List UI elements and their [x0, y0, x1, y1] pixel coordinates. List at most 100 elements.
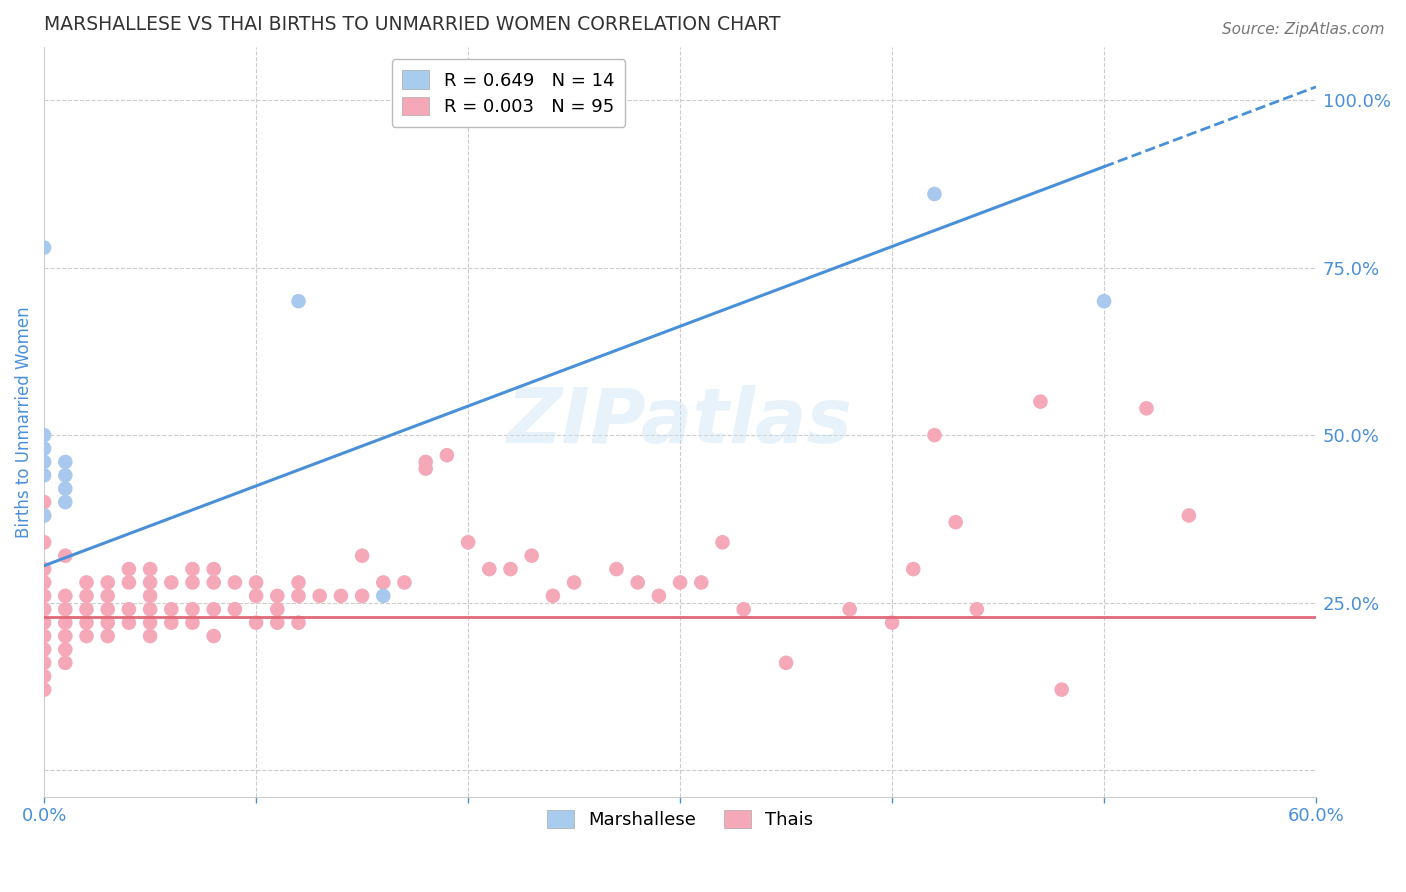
- Point: [838, 602, 860, 616]
- Point: [266, 602, 288, 616]
- Y-axis label: Births to Unmarried Women: Births to Unmarried Women: [15, 306, 32, 538]
- Point: [520, 549, 543, 563]
- Point: [352, 549, 374, 563]
- Point: [76, 629, 98, 643]
- Point: [266, 615, 288, 630]
- Point: [160, 615, 183, 630]
- Point: [202, 629, 225, 643]
- Point: [32, 428, 55, 442]
- Point: [287, 615, 309, 630]
- Point: [76, 615, 98, 630]
- Point: [352, 589, 374, 603]
- Point: [945, 515, 967, 529]
- Point: [690, 575, 713, 590]
- Point: [266, 589, 288, 603]
- Point: [627, 575, 650, 590]
- Point: [76, 589, 98, 603]
- Point: [287, 575, 309, 590]
- Point: [32, 642, 55, 657]
- Point: [436, 448, 458, 462]
- Point: [924, 187, 946, 202]
- Point: [880, 615, 903, 630]
- Point: [53, 629, 76, 643]
- Point: [32, 602, 55, 616]
- Point: [32, 495, 55, 509]
- Text: Source: ZipAtlas.com: Source: ZipAtlas.com: [1222, 22, 1385, 37]
- Point: [562, 575, 585, 590]
- Point: [53, 495, 76, 509]
- Point: [648, 589, 671, 603]
- Point: [457, 535, 479, 549]
- Point: [118, 575, 141, 590]
- Point: [1178, 508, 1201, 523]
- Point: [160, 575, 183, 590]
- Point: [245, 589, 267, 603]
- Point: [1135, 401, 1157, 416]
- Point: [32, 455, 55, 469]
- Point: [181, 575, 204, 590]
- Point: [924, 428, 946, 442]
- Point: [478, 562, 501, 576]
- Point: [224, 575, 246, 590]
- Point: [245, 615, 267, 630]
- Point: [32, 508, 55, 523]
- Point: [287, 589, 309, 603]
- Point: [775, 656, 797, 670]
- Point: [1050, 682, 1073, 697]
- Point: [32, 682, 55, 697]
- Point: [97, 602, 120, 616]
- Point: [181, 562, 204, 576]
- Legend: Marshallese, Thais: Marshallese, Thais: [540, 803, 820, 837]
- Point: [733, 602, 755, 616]
- Point: [139, 562, 162, 576]
- Point: [53, 656, 76, 670]
- Point: [53, 468, 76, 483]
- Point: [118, 602, 141, 616]
- Point: [329, 589, 352, 603]
- Point: [32, 575, 55, 590]
- Point: [97, 589, 120, 603]
- Point: [53, 642, 76, 657]
- Point: [32, 629, 55, 643]
- Point: [139, 602, 162, 616]
- Point: [160, 602, 183, 616]
- Point: [53, 602, 76, 616]
- Point: [202, 562, 225, 576]
- Point: [966, 602, 988, 616]
- Point: [373, 589, 395, 603]
- Point: [32, 468, 55, 483]
- Point: [76, 575, 98, 590]
- Point: [1092, 294, 1115, 309]
- Point: [308, 589, 330, 603]
- Point: [53, 455, 76, 469]
- Point: [139, 575, 162, 590]
- Point: [287, 294, 309, 309]
- Point: [605, 562, 627, 576]
- Point: [53, 549, 76, 563]
- Point: [32, 656, 55, 670]
- Point: [32, 508, 55, 523]
- Text: MARSHALLESE VS THAI BIRTHS TO UNMARRIED WOMEN CORRELATION CHART: MARSHALLESE VS THAI BIRTHS TO UNMARRIED …: [44, 15, 780, 34]
- Point: [97, 615, 120, 630]
- Point: [499, 562, 522, 576]
- Point: [394, 575, 416, 590]
- Point: [903, 562, 925, 576]
- Point: [245, 575, 267, 590]
- Point: [711, 535, 734, 549]
- Point: [224, 602, 246, 616]
- Point: [97, 575, 120, 590]
- Point: [202, 575, 225, 590]
- Point: [139, 629, 162, 643]
- Point: [118, 562, 141, 576]
- Point: [32, 615, 55, 630]
- Point: [139, 589, 162, 603]
- Point: [32, 669, 55, 683]
- Point: [1029, 394, 1052, 409]
- Point: [53, 589, 76, 603]
- Point: [53, 482, 76, 496]
- Point: [541, 589, 564, 603]
- Text: ZIPatlas: ZIPatlas: [508, 384, 853, 458]
- Point: [32, 442, 55, 456]
- Point: [32, 535, 55, 549]
- Point: [669, 575, 692, 590]
